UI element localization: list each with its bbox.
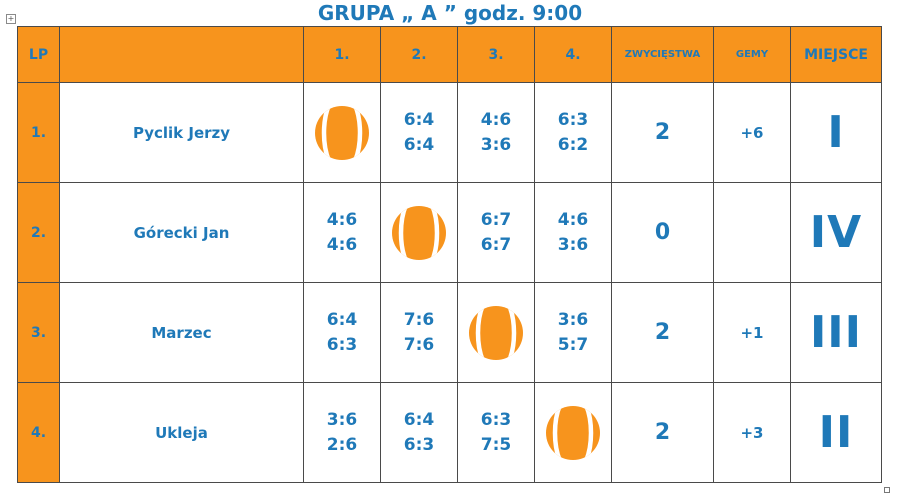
gemy-cell: +1 xyxy=(713,282,791,383)
gemy-cell xyxy=(713,182,791,283)
set-score: 4:6 xyxy=(326,209,358,230)
gemy-cell: +6 xyxy=(713,82,791,183)
header-col-2: 2. xyxy=(380,26,458,83)
set-score: 6:7 xyxy=(480,209,512,230)
set-score: 5:7 xyxy=(557,334,589,355)
table-row: 1. Pyclik Jerzy 6:4 6:4 4:6 3:6 6:3 6:2 2 +6 I xyxy=(17,82,882,183)
wins-cell: 0 xyxy=(611,182,714,283)
table-row: 3. Marzec 6:4 6:3 7:6 7:6 3:6 5:7 2 +1 III xyxy=(17,282,882,383)
set-score: 6:3 xyxy=(557,109,589,130)
score-cell: 6:4 6:4 xyxy=(380,82,458,183)
score-cell: 3:6 5:7 xyxy=(534,282,612,383)
set-score: 3:6 xyxy=(557,309,589,330)
set-score: 6:7 xyxy=(480,234,512,255)
set-score: 6:3 xyxy=(326,334,358,355)
set-score: 2:6 xyxy=(326,434,358,455)
header-lp: LP xyxy=(17,26,60,83)
header-wins: ZWYCIĘSTWA xyxy=(611,26,714,83)
place-cell: IV xyxy=(790,182,882,283)
page-title: GRUPA „ A ” godz. 9:00 xyxy=(317,1,583,25)
wins-cell: 2 xyxy=(611,82,714,183)
gemy-cell: +3 xyxy=(713,382,791,483)
score-cell: 6:3 6:2 xyxy=(534,82,612,183)
self-match-cell xyxy=(303,82,381,183)
header-col-4: 4. xyxy=(534,26,612,83)
set-score: 6:2 xyxy=(557,134,589,155)
set-score: 6:4 xyxy=(403,109,435,130)
wins-cell: 2 xyxy=(611,282,714,383)
tennis-ball-icon xyxy=(391,205,447,260)
set-score: 3:6 xyxy=(480,134,512,155)
group-table: LP 1. 2. 3. 4. ZWYCIĘSTWA GEMY MIEJSCE 1… xyxy=(17,26,882,483)
row-lp: 4. xyxy=(17,382,60,483)
table-row: 4. Ukleja 3:6 2:6 6:4 6:3 6:3 7:5 2 +3 II xyxy=(17,382,882,483)
tennis-ball-icon xyxy=(468,305,524,360)
score-cell: 7:6 7:6 xyxy=(380,282,458,383)
set-score: 4:6 xyxy=(557,209,589,230)
set-score: 3:6 xyxy=(557,234,589,255)
self-match-cell xyxy=(457,282,535,383)
set-score: 6:4 xyxy=(403,134,435,155)
player-name: Górecki Jan xyxy=(59,182,304,283)
header-row: LP 1. 2. 3. 4. ZWYCIĘSTWA GEMY MIEJSCE xyxy=(17,26,882,83)
set-score: 6:4 xyxy=(326,309,358,330)
score-cell: 6:3 7:5 xyxy=(457,382,535,483)
score-cell: 3:6 2:6 xyxy=(303,382,381,483)
set-score: 6:4 xyxy=(403,409,435,430)
score-cell: 4:6 4:6 xyxy=(303,182,381,283)
set-score: 6:3 xyxy=(480,409,512,430)
set-score: 7:6 xyxy=(403,309,435,330)
table-resize-handle[interactable] xyxy=(884,487,890,493)
player-name: Ukleja xyxy=(59,382,304,483)
header-name xyxy=(59,26,304,83)
set-score: 4:6 xyxy=(480,109,512,130)
place-cell: III xyxy=(790,282,882,383)
row-lp: 2. xyxy=(17,182,60,283)
place-cell: II xyxy=(790,382,882,483)
score-cell: 4:6 3:6 xyxy=(534,182,612,283)
score-cell: 6:4 6:3 xyxy=(303,282,381,383)
table-move-handle[interactable]: + xyxy=(6,14,16,24)
header-place: MIEJSCE xyxy=(790,26,882,83)
header-col-3: 3. xyxy=(457,26,535,83)
player-name: Pyclik Jerzy xyxy=(59,82,304,183)
score-cell: 6:7 6:7 xyxy=(457,182,535,283)
set-score: 7:6 xyxy=(403,334,435,355)
wins-cell: 2 xyxy=(611,382,714,483)
place-cell: I xyxy=(790,82,882,183)
set-score: 7:5 xyxy=(480,434,512,455)
header-col-1: 1. xyxy=(303,26,381,83)
set-score: 4:6 xyxy=(326,234,358,255)
row-lp: 1. xyxy=(17,82,60,183)
self-match-cell xyxy=(380,182,458,283)
set-score: 3:6 xyxy=(326,409,358,430)
player-name: Marzec xyxy=(59,282,304,383)
header-gemy: GEMY xyxy=(713,26,791,83)
set-score: 6:3 xyxy=(403,434,435,455)
tennis-ball-icon xyxy=(545,405,601,460)
score-cell: 4:6 3:6 xyxy=(457,82,535,183)
row-lp: 3. xyxy=(17,282,60,383)
table-row: 2. Górecki Jan 4:6 4:6 6:7 6:7 4:6 3:6 0 IV xyxy=(17,182,882,283)
tennis-ball-icon xyxy=(314,105,370,160)
self-match-cell xyxy=(534,382,612,483)
score-cell: 6:4 6:3 xyxy=(380,382,458,483)
